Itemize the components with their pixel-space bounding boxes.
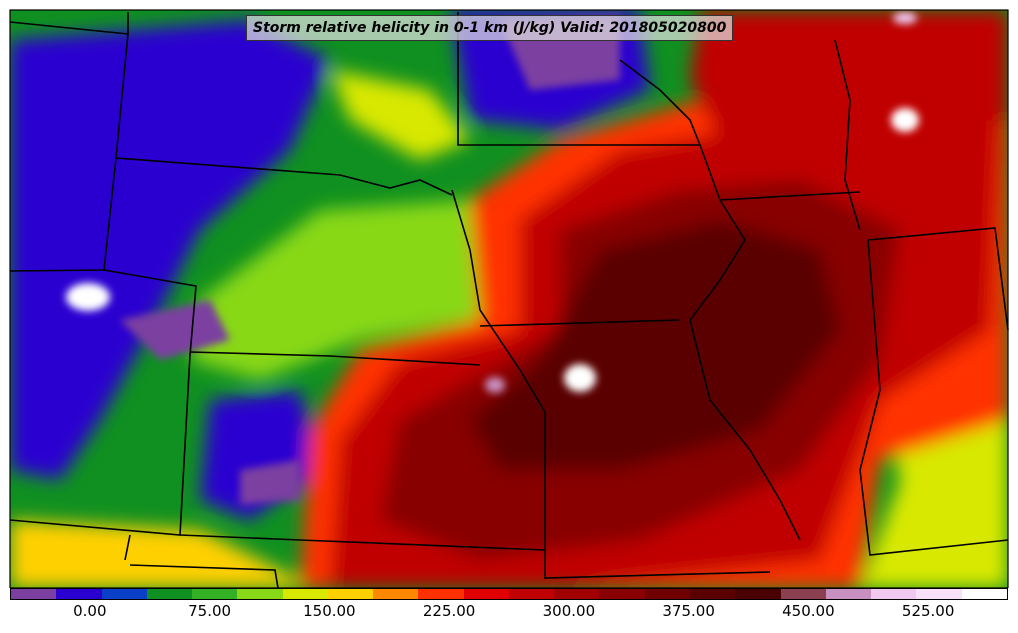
boundary-line — [619, 59, 701, 146]
field-white-patch-1 — [66, 283, 110, 311]
field-maroon-core — [470, 220, 840, 470]
colorbar-tick-label: 0.00 — [73, 602, 107, 620]
colorbar-swatch — [689, 589, 736, 599]
state-boundaries — [9, 12, 1009, 588]
colorbar-swatch — [554, 589, 600, 599]
colorbar-swatch — [11, 589, 57, 599]
field-red-north — [690, 10, 1008, 140]
boundary-line — [124, 534, 131, 561]
boundary-line — [115, 157, 453, 196]
colorbar-swatch — [961, 589, 1007, 599]
colorbar-swatch — [373, 589, 419, 599]
colorbar-swatch — [463, 589, 509, 599]
colorbar-swatch — [599, 589, 645, 599]
colorbar-swatch — [735, 589, 781, 599]
colorbar-swatch — [644, 589, 690, 599]
colorbar-ticks: 0.00 75.00 150.00 225.00 300.00 375.00 450.00 5… — [10, 602, 1008, 626]
colorbar-swatch — [146, 589, 193, 599]
colorbar-tick-label: 525.00 — [901, 602, 955, 620]
boundary-line — [129, 564, 279, 588]
boundary-line — [457, 12, 700, 146]
colorbar-tick-label: 375.00 — [662, 602, 715, 620]
field-purple-patch-2 — [120, 300, 230, 360]
boundary-line — [834, 39, 861, 231]
field-white-patch-2 — [564, 364, 596, 392]
field-white-patch-3 — [891, 108, 919, 132]
boundary-line — [189, 351, 481, 366]
colorbar-swatch — [327, 589, 374, 599]
colorbar-tick-label: 225.00 — [422, 602, 476, 620]
boundary-line — [479, 319, 681, 327]
colorbar-swatch — [825, 589, 872, 599]
colorbar-tick-label: 150.00 — [303, 602, 356, 620]
colorbar-swatch — [871, 589, 917, 599]
field-lime-band — [190, 200, 520, 380]
colorbar-swatch — [418, 589, 464, 599]
colorbar-swatch — [237, 589, 283, 599]
colorbar-swatch — [282, 589, 328, 599]
colorbar-swatch — [192, 589, 238, 599]
colorbar-swatch — [916, 589, 962, 599]
boundary-line — [9, 21, 129, 35]
colorbar-swatches — [10, 588, 1008, 600]
field-yellow-southwest — [10, 520, 300, 588]
map-title: Storm relative helicity in 0-1 km (J/kg)… — [246, 15, 734, 41]
boundary-line — [9, 269, 197, 536]
colorbar-swatch — [780, 589, 826, 599]
colorbar-swatch — [56, 589, 102, 599]
helicity-map — [9, 9, 1009, 588]
colorbar-swatch — [508, 589, 555, 599]
boundary-line — [859, 239, 1009, 556]
field-pink-patch-2 — [893, 12, 917, 24]
field-yellow-band — [330, 70, 470, 160]
field-pink-patch-1 — [485, 377, 505, 393]
map-frame — [9, 9, 1009, 588]
colorbar — [10, 588, 1008, 600]
boundary-line — [689, 144, 801, 541]
boundary-line — [867, 227, 1009, 331]
colorbar-swatch — [101, 589, 147, 599]
boundary-line — [719, 191, 861, 201]
field-purple-patch-3 — [240, 460, 300, 505]
colorbar-tick-label: 75.00 — [188, 602, 232, 620]
colorbar-tick-label: 450.00 — [782, 602, 835, 620]
colorbar-tick-label: 300.00 — [542, 602, 596, 620]
field-blue-west — [10, 20, 330, 480]
